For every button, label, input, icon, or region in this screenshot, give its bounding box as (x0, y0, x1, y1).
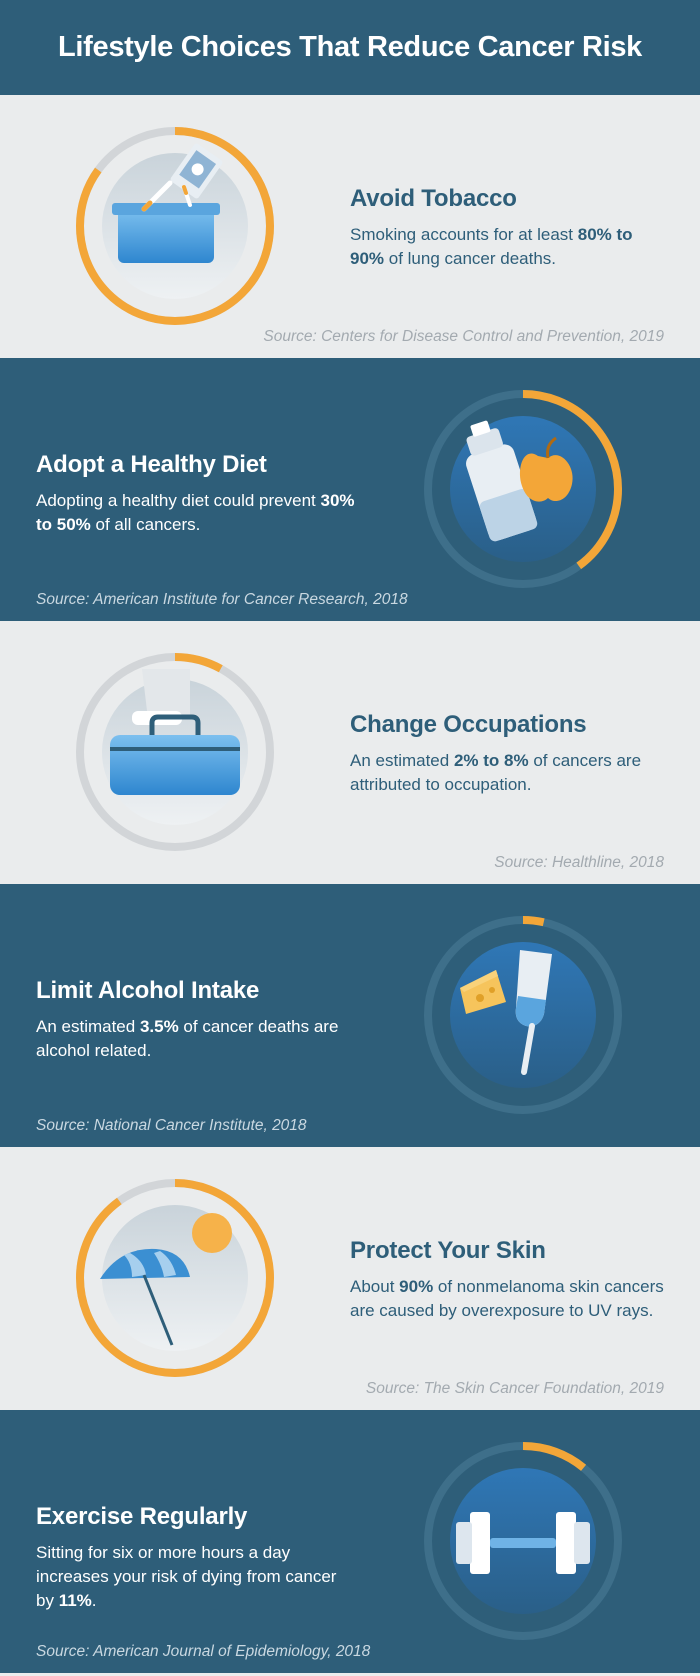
section-heading: Protect Your Skin (350, 1237, 546, 1264)
description-text: An estimated (350, 751, 454, 770)
section-text: Exercise Regularly Sitting for six or mo… (36, 1503, 356, 1613)
section-heading: Change Occupations (350, 711, 587, 738)
description-text: of cancer deaths are alcohol related. (36, 1017, 339, 1060)
section-change-occupations: Change Occupations An estimated 2% to 8%… (0, 621, 700, 884)
description-text: Adopting a healthy diet could prevent (36, 491, 321, 510)
section-text: Avoid Tobacco Smoking accounts for at le… (350, 185, 670, 271)
wine-glass-cheese-ring (420, 912, 626, 1118)
statistic: 30% to 50% (36, 491, 355, 534)
source-citation: Source: National Cancer Institute, 2018 (36, 1117, 307, 1134)
description-text: Sitting for six or more hours a day incr… (36, 1543, 337, 1610)
cigarette-ashtray-ring (72, 123, 278, 329)
source-citation: Source: American Journal of Epidemiology… (36, 1643, 371, 1660)
statistic: 3.5% (139, 1017, 179, 1036)
section-text: Limit Alcohol Intake An estimated 3.5% o… (36, 977, 356, 1063)
dumbbell-icon (456, 1512, 590, 1574)
statistic: 80% to 90% (350, 225, 633, 268)
description-text: of all cancers. (90, 515, 201, 534)
description-text: . (91, 1591, 97, 1610)
source-citation: Source: Centers for Disease Control and … (263, 328, 664, 345)
description-text: of lung cancer deaths. (384, 249, 557, 268)
description-text: An estimated (36, 1017, 140, 1036)
section-heading: Avoid Tobacco (350, 185, 517, 212)
section-description: An estimated 3.5% of cancer deaths are a… (36, 1015, 356, 1063)
section-heading: Exercise Regularly (36, 1503, 248, 1530)
section-description: Adopting a healthy diet could prevent 30… (36, 489, 356, 537)
dumbbell-ring (420, 1438, 626, 1644)
statistic: 2% to 8% (453, 751, 529, 770)
section-description: An estimated 2% to 8% of cancers are att… (350, 749, 670, 797)
bottle-apple-ring (420, 386, 626, 592)
briefcase-ring (72, 649, 278, 855)
section-protect-your-skin: Protect Your Skin About 90% of nonmelano… (0, 1147, 700, 1410)
section-text: Adopt a Healthy Diet Adopting a healthy … (36, 451, 356, 537)
title-bar: Lifestyle Choices That Reduce Cancer Ris… (0, 0, 700, 95)
description-text: of nonmelanoma skin cancers are caused b… (350, 1277, 664, 1320)
beach-umbrella-sun-ring (72, 1175, 278, 1381)
section-description: Sitting for six or more hours a day incr… (36, 1541, 356, 1613)
wine-glass-cheese-icon (460, 950, 552, 1075)
description-text: About (350, 1277, 400, 1296)
statistic: 90% (399, 1277, 434, 1296)
briefcase-icon (110, 669, 240, 795)
section-heading: Limit Alcohol Intake (36, 977, 260, 1004)
section-description: Smoking accounts for at least 80% to 90%… (350, 223, 670, 271)
bottle-apple-icon (466, 420, 573, 542)
section-text: Change Occupations An estimated 2% to 8%… (350, 711, 670, 797)
section-avoid-tobacco: Avoid Tobacco Smoking accounts for at le… (0, 95, 700, 358)
description-text: Smoking accounts for at least (350, 225, 578, 244)
statistic: 11% (58, 1591, 92, 1610)
section-adopt-a-healthy-diet: Adopt a Healthy Diet Adopting a healthy … (0, 358, 700, 621)
source-citation: Source: The Skin Cancer Foundation, 2019 (365, 1380, 664, 1397)
section-heading: Adopt a Healthy Diet (36, 451, 267, 478)
section-text: Protect Your Skin About 90% of nonmelano… (350, 1237, 670, 1323)
section-exercise-regularly: Exercise Regularly Sitting for six or mo… (0, 1410, 700, 1673)
section-limit-alcohol-intake: Limit Alcohol Intake An estimated 3.5% o… (0, 884, 700, 1147)
cigarette-ashtray-icon (112, 143, 223, 263)
description-text: of cancers are attributed to occupation. (350, 751, 642, 794)
page-title: Lifestyle Choices That Reduce Cancer Ris… (57, 31, 642, 63)
source-citation: Source: American Institute for Cancer Re… (36, 591, 408, 608)
beach-umbrella-sun-icon (100, 1213, 232, 1346)
source-citation: Source: Healthline, 2018 (494, 854, 664, 871)
section-description: About 90% of nonmelanoma skin cancers ar… (350, 1275, 670, 1323)
